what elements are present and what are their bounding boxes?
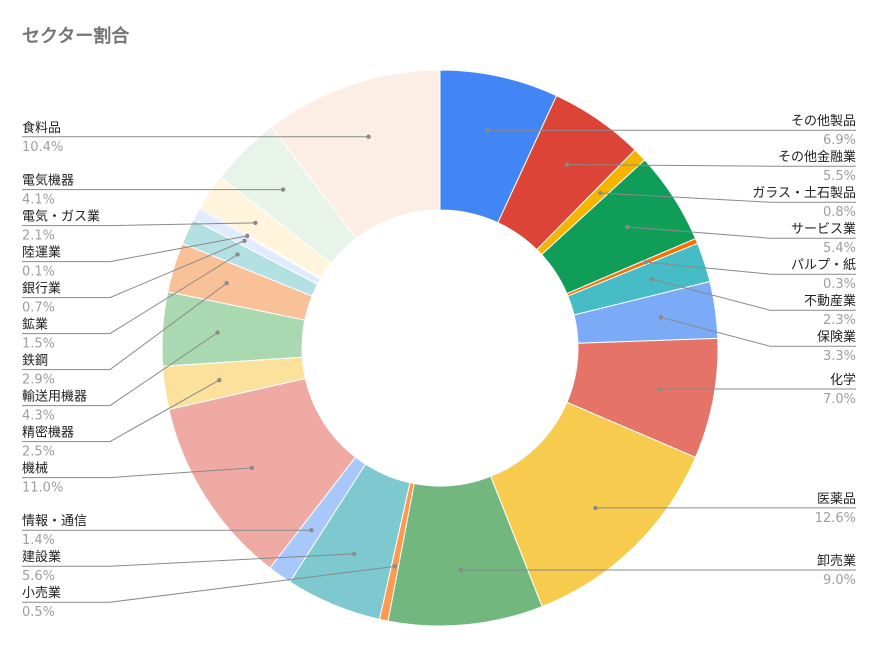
leader-line	[627, 226, 856, 239]
slice-label-percent: 2.1%	[22, 229, 55, 244]
leader-line	[22, 332, 218, 407]
slice-label-name: 精密機器	[22, 425, 74, 441]
slice-label-percent: 11.0%	[22, 481, 63, 496]
leader-dot	[217, 377, 222, 383]
slice-label-name: 卸売業	[817, 553, 856, 569]
slice-label-percent: 0.3%	[823, 277, 856, 292]
slice-label-name: 医薬品	[817, 492, 856, 507]
leader-dot	[485, 127, 491, 133]
slice-label-percent: 5.5%	[823, 169, 856, 184]
leader-line	[22, 379, 220, 443]
leader-line	[660, 316, 856, 347]
slice-label-name: 陸運業	[22, 245, 61, 261]
slice-label-name: 小売業	[22, 585, 61, 601]
leader-line	[22, 565, 395, 603]
slice-label-name: 輸送用機器	[22, 390, 87, 405]
slice-label-percent: 6.9%	[823, 133, 856, 148]
slice-label-name: 銀行業	[22, 281, 61, 297]
slice-label-name: ガラス・土石製品	[752, 186, 856, 201]
slice-label-name: 電気機器	[22, 173, 74, 189]
slice-label-percent: 3.3%	[823, 349, 856, 364]
leader-line	[22, 240, 245, 299]
slice-label-name: 機械	[22, 462, 48, 477]
slice-label-percent: 0.8%	[823, 205, 856, 220]
leader-dot	[658, 315, 664, 320]
slice-label-percent: 0.1%	[22, 265, 55, 280]
leader-line	[566, 164, 856, 167]
leader-line	[600, 192, 856, 203]
slice-label-percent: 1.5%	[22, 337, 55, 352]
slice-label-name: 化学	[830, 372, 856, 388]
leader-line	[645, 261, 856, 275]
slice-label-name: 鉱業	[22, 317, 48, 333]
leader-line	[22, 235, 248, 263]
slice-label-name: 保険業	[817, 329, 856, 345]
leader-line	[22, 553, 355, 567]
slice-label-name: その他製品	[791, 114, 856, 129]
slice-label-percent: 12.6%	[815, 511, 856, 526]
leader-line	[22, 222, 256, 227]
slice-label-name: その他金融業	[778, 149, 856, 165]
slice-label-percent: 5.6%	[22, 569, 55, 584]
slice-label-percent: 7.0%	[823, 392, 856, 407]
slice-label-name: 食料品	[22, 120, 61, 136]
chart-title: セクター割合	[22, 26, 130, 47]
slice-label-name: 電気・ガス業	[22, 209, 100, 225]
slice-label-percent: 4.3%	[22, 409, 55, 424]
slice-label-percent: 1.4%	[22, 533, 55, 548]
slice-label-percent: 0.5%	[22, 605, 55, 620]
slice-label-name: パルプ・紙	[791, 258, 856, 273]
leader-line	[22, 282, 227, 371]
slice-label-percent: 2.3%	[823, 313, 856, 328]
slice-label-name: 鉄鋼	[22, 354, 48, 369]
slice-label-percent: 10.4%	[22, 140, 63, 155]
leader-line	[22, 254, 238, 335]
slice-label-percent: 0.7%	[22, 301, 55, 316]
leader-line	[22, 467, 252, 479]
slice-label-percent: 4.1%	[22, 193, 55, 208]
slice-label-name: サービス業	[791, 221, 856, 237]
slice-label-percent: 2.5%	[22, 445, 55, 460]
pie-slice[interactable]	[270, 69, 441, 240]
slice-label-name: 情報・通信	[22, 514, 87, 529]
slice-label-name: 不動産業	[804, 293, 856, 309]
slice-label-percent: 2.9%	[22, 373, 55, 388]
slice-label-percent: 5.4%	[823, 241, 856, 256]
slice-label-name: 建設業	[22, 549, 61, 565]
slice-label-percent: 9.0%	[823, 573, 856, 588]
leader-line	[652, 278, 856, 311]
